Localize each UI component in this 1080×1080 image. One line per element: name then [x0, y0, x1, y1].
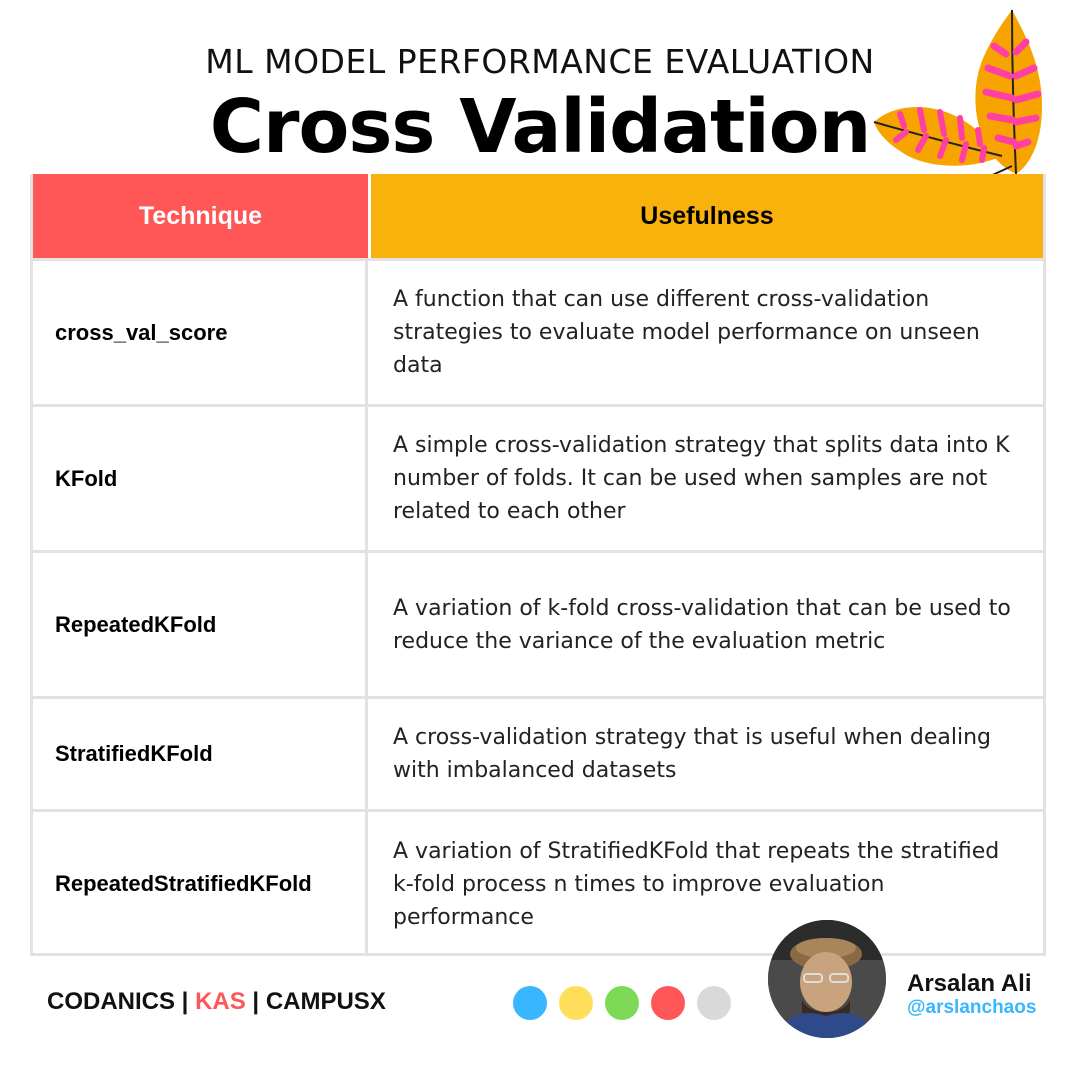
author-name: Arsalan Ali	[907, 970, 1032, 997]
brand-credits: CODANICS | KAS | CAMPUSX	[47, 988, 386, 1016]
page-subtitle: ML MODEL PERFORMANCE EVALUATION	[205, 42, 875, 81]
table-row: cross_val_score A function that can use …	[33, 258, 1043, 404]
brand-separator: |	[175, 988, 196, 1015]
table-row: StratifiedKFold A cross-validation strat…	[33, 696, 1043, 809]
dot-yellow	[559, 986, 593, 1020]
usefulness-cell: A simple cross-validation strategy that …	[393, 433, 1010, 524]
table-row: KFold A simple cross-validation strategy…	[33, 404, 1043, 550]
usefulness-cell: A function that can use different cross-…	[393, 287, 980, 378]
header-technique: Technique	[33, 174, 368, 258]
header-usefulness: Usefulness	[371, 174, 1043, 258]
page-title: Cross Validation	[209, 84, 872, 170]
usefulness-cell: A variation of StratifiedKFold that repe…	[393, 838, 1000, 930]
usefulness-cell: A variation of k-fold cross-validation t…	[393, 595, 1011, 654]
leaf-icon	[873, 9, 1042, 179]
usefulness-cell: A cross-validation strategy that is usef…	[393, 725, 991, 783]
color-dots	[513, 986, 731, 1020]
dot-blue	[513, 986, 547, 1020]
dot-green	[605, 986, 639, 1020]
author-handle: @arslanchaos	[907, 997, 1037, 1018]
technique-cell: RepeatedStratifiedKFold	[33, 812, 368, 956]
brand-kas: KAS	[195, 988, 246, 1015]
table-row: RepeatedStratifiedKFold A variation of S…	[33, 809, 1043, 956]
brand-campusx: CAMPUSX	[265, 988, 386, 1015]
technique-cell: RepeatedKFold	[33, 553, 368, 696]
table-row: RepeatedKFold A variation of k-fold cros…	[33, 550, 1043, 696]
dot-red	[651, 986, 685, 1020]
technique-cell: StratifiedKFold	[33, 699, 368, 809]
comparison-table: Technique Usefulness cross_val_score A f…	[30, 174, 1046, 956]
brand-codanics: CODANICS	[47, 988, 176, 1015]
table-header: Technique Usefulness	[33, 174, 1043, 258]
technique-cell: KFold	[33, 407, 368, 550]
technique-cell: cross_val_score	[33, 261, 368, 404]
avatar	[768, 920, 886, 1038]
brand-separator: |	[245, 988, 266, 1015]
dot-gray	[697, 986, 731, 1020]
